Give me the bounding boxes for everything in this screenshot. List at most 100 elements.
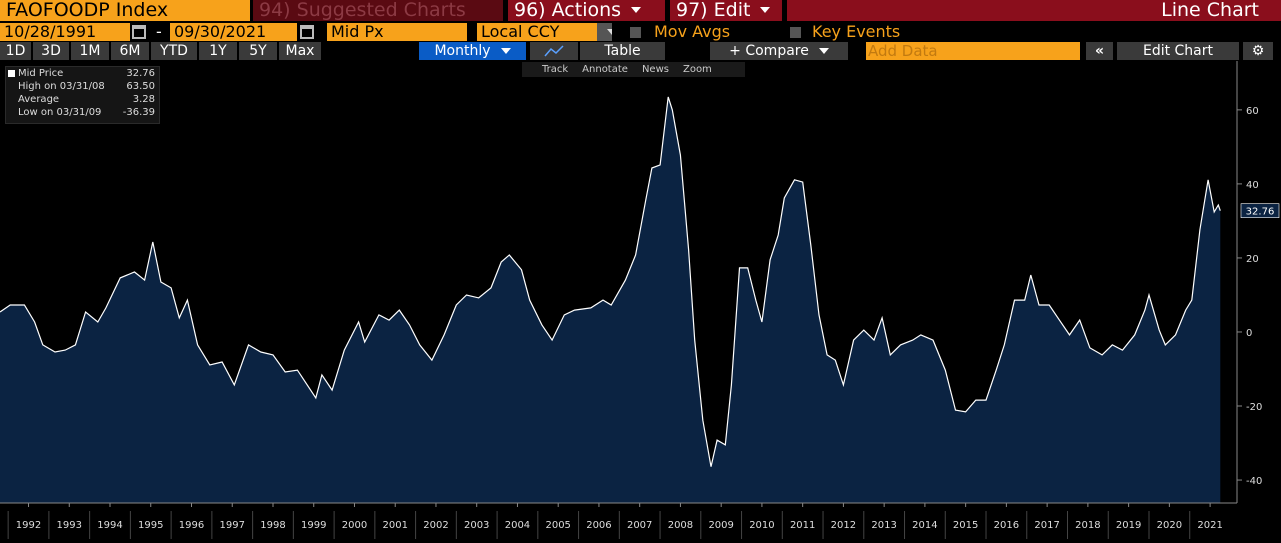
legend-row: High on 03/31/08 63.50 bbox=[6, 80, 159, 93]
period-button[interactable]: Max bbox=[279, 42, 321, 60]
legend-value: 32.76 bbox=[126, 68, 155, 79]
end-date[interactable]: 09/30/2021 bbox=[170, 23, 297, 41]
label: Edit Chart bbox=[1142, 43, 1214, 59]
last-value-label: 32.76 bbox=[1246, 207, 1275, 218]
collapse-button[interactable]: « bbox=[1086, 42, 1113, 60]
x-tick-label: 2020 bbox=[1157, 520, 1182, 531]
suggested-charts[interactable]: 94) Suggested Charts bbox=[253, 0, 503, 21]
last-value-box bbox=[1240, 203, 1280, 219]
legend-row: Low on 03/31/09 -36.39 bbox=[6, 106, 159, 119]
tool-list: Track Annotate News Zoom bbox=[522, 62, 745, 77]
chart-tool[interactable]: News bbox=[641, 64, 669, 75]
legend-value: 63.50 bbox=[126, 81, 155, 92]
line bbox=[0, 96, 1221, 467]
legend-label: Low on 03/31/09 bbox=[18, 107, 102, 118]
edit-menu[interactable]: 97) Edit bbox=[670, 0, 782, 21]
x-tick-label: 1993 bbox=[57, 520, 82, 531]
add-data-input[interactable]: Add Data bbox=[866, 42, 1080, 60]
period-button[interactable]: 5Y bbox=[239, 42, 277, 60]
frequency-select[interactable]: Monthly bbox=[419, 42, 526, 60]
legend-swatch bbox=[8, 70, 15, 77]
x-tick-label: 2011 bbox=[790, 520, 815, 531]
x-tick-label: 2006 bbox=[586, 520, 611, 531]
label: + Compare bbox=[729, 43, 809, 59]
label: 97) Edit bbox=[676, 0, 751, 21]
x-tick-label: 2021 bbox=[1197, 520, 1222, 531]
x-tick-label: 1997 bbox=[220, 520, 245, 531]
chart-tool[interactable]: Zoom bbox=[682, 64, 712, 75]
period-button[interactable]: 6M bbox=[111, 42, 149, 60]
x-tick-label: 2008 bbox=[668, 520, 693, 531]
legend-rows: Mid Price 32.76 High on 03/31/08 63.50 Avera… bbox=[6, 67, 159, 119]
start-date[interactable]: 10/28/1991 bbox=[0, 23, 130, 41]
x-tick-label: 2000 bbox=[342, 520, 367, 531]
x-tick-label: 1996 bbox=[179, 520, 204, 531]
legend-label: Average bbox=[18, 94, 60, 105]
x-tick-label: 2018 bbox=[1075, 520, 1100, 531]
x-tick-label: 2017 bbox=[1034, 520, 1059, 531]
x-tick-label: 2002 bbox=[423, 520, 448, 531]
period-button[interactable]: 1M bbox=[71, 42, 109, 60]
field-select[interactable]: Mid Px bbox=[327, 23, 467, 41]
label: 96) Actions bbox=[514, 0, 622, 21]
x-tick-label: 2007 bbox=[627, 520, 652, 531]
legend-label: Mid Price bbox=[18, 68, 64, 79]
actions-menu[interactable]: 96) Actions bbox=[508, 0, 665, 21]
checkbox[interactable] bbox=[790, 27, 801, 38]
currency-select[interactable]: Local CCY bbox=[477, 23, 597, 41]
label: Monthly bbox=[434, 43, 491, 59]
x-tick-label: 2005 bbox=[545, 520, 570, 531]
period-button[interactable]: YTD bbox=[151, 42, 197, 60]
mov-avgs[interactable]: Mov Avgs bbox=[654, 23, 731, 41]
chart-tools: Track Annotate News Zoom bbox=[522, 62, 745, 77]
security-field[interactable]: FAOFOODP Index bbox=[0, 0, 250, 21]
dash: - bbox=[156, 23, 162, 41]
compare-button[interactable]: + Compare bbox=[710, 42, 848, 60]
settings-button[interactable]: ⚙ bbox=[1243, 42, 1273, 60]
calendar-icon[interactable] bbox=[300, 25, 314, 39]
checkbox[interactable] bbox=[630, 27, 641, 38]
y-tick-label: 40 bbox=[1246, 180, 1259, 191]
x-tick-label: 1999 bbox=[301, 520, 326, 531]
legend-value: -36.39 bbox=[122, 107, 155, 118]
x-tick-label: 2003 bbox=[464, 520, 489, 531]
x-tick-label: 2015 bbox=[953, 520, 978, 531]
period-button[interactable]: 1D bbox=[0, 42, 31, 60]
x-tick-label: 2004 bbox=[505, 520, 530, 531]
edit-chart-button[interactable]: Edit Chart bbox=[1117, 42, 1239, 60]
y-tick-label: 20 bbox=[1246, 254, 1259, 265]
calendar-icon[interactable] bbox=[132, 25, 146, 39]
y-tick-label: 0 bbox=[1246, 328, 1252, 339]
x-tick-label: 2014 bbox=[912, 520, 937, 531]
currency-dropdown[interactable] bbox=[597, 23, 612, 41]
chart-icon bbox=[544, 45, 564, 57]
chart-icon-button[interactable] bbox=[530, 42, 578, 60]
y-tick-label: 60 bbox=[1246, 106, 1259, 117]
x-tick-label: 1992 bbox=[16, 520, 41, 531]
key-events[interactable]: Key Events bbox=[812, 23, 901, 41]
chart-type: Line Chart bbox=[787, 0, 1281, 21]
table-button[interactable]: Table bbox=[580, 42, 665, 60]
x-tick-label: 2016 bbox=[994, 520, 1019, 531]
legend-value: 3.28 bbox=[132, 94, 155, 105]
x-tick-label: 2001 bbox=[382, 520, 407, 531]
x-tick-label: 2013 bbox=[871, 520, 896, 531]
legend-row: Mid Price 32.76 bbox=[6, 67, 159, 80]
area bbox=[0, 96, 1221, 504]
period-button[interactable]: 1Y bbox=[199, 42, 237, 60]
legend: Mid Price 32.76 High on 03/31/08 63.50 Avera… bbox=[5, 66, 160, 124]
legend-row: Average 3.28 bbox=[6, 93, 159, 106]
chart-tool[interactable]: Annotate bbox=[582, 64, 628, 75]
x-tick-label: 2010 bbox=[749, 520, 774, 531]
chart-tool[interactable]: Track bbox=[542, 64, 569, 75]
y-tick-label: -20 bbox=[1246, 402, 1262, 413]
x-tick-label: 2019 bbox=[1116, 520, 1141, 531]
legend-label: High on 03/31/08 bbox=[18, 81, 105, 92]
y-tick-label: -40 bbox=[1246, 476, 1262, 487]
x-tick-label: 2012 bbox=[831, 520, 856, 531]
period-button[interactable]: 3D bbox=[33, 42, 69, 60]
x-tick-label: 1995 bbox=[138, 520, 163, 531]
x-tick-label: 2009 bbox=[708, 520, 733, 531]
